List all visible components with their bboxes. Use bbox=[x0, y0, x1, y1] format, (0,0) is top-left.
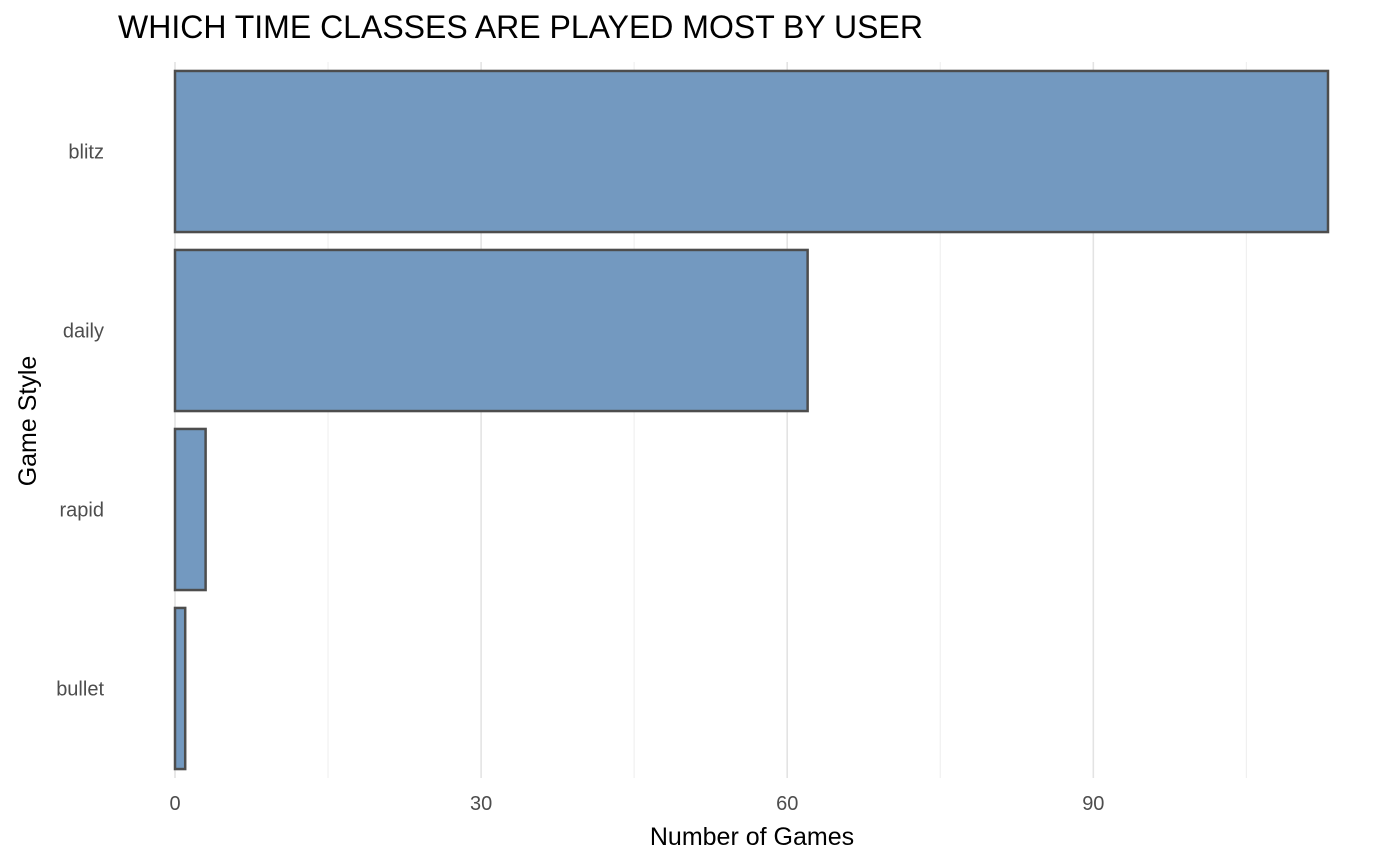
y-tick-label: daily bbox=[63, 321, 104, 343]
x-tick-labels: 0 30 60 90 bbox=[169, 793, 1104, 815]
x-tick-label: 30 bbox=[470, 793, 492, 815]
bar-rapid bbox=[173, 427, 207, 592]
x-axis-title: Number of Games bbox=[650, 823, 854, 851]
y-axis-title: Game Style bbox=[14, 356, 42, 487]
bars-layer bbox=[173, 69, 1330, 771]
x-tick-label: 90 bbox=[1082, 793, 1104, 815]
y-tick-label: rapid bbox=[60, 500, 104, 522]
y-tick-label: blitz bbox=[68, 142, 104, 164]
x-tick-label: 0 bbox=[169, 793, 180, 815]
bar-daily bbox=[173, 248, 809, 413]
bar-bullet bbox=[173, 606, 187, 771]
chart-title: WHICH TIME CLASSES ARE PLAYED MOST BY US… bbox=[118, 9, 923, 45]
y-tick-labels: blitz daily rapid bullet bbox=[56, 142, 104, 701]
bar-blitz bbox=[173, 69, 1330, 234]
y-tick-label: bullet bbox=[56, 679, 104, 701]
x-tick-label: 60 bbox=[776, 793, 798, 815]
